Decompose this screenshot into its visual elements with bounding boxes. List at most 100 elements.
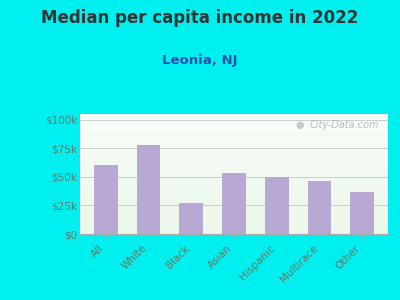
Text: Leonia, NJ: Leonia, NJ: [162, 54, 238, 67]
Bar: [80, 232, 388, 233]
Bar: [80, 144, 388, 145]
Bar: [80, 215, 388, 216]
Bar: [80, 221, 388, 222]
Bar: [80, 200, 388, 202]
Bar: [80, 220, 388, 221]
Bar: [80, 145, 388, 146]
Bar: [80, 174, 388, 175]
Bar: [222, 173, 246, 234]
Bar: [80, 150, 388, 151]
Bar: [80, 164, 388, 166]
Bar: [80, 138, 388, 139]
Bar: [80, 188, 388, 190]
Bar: [80, 169, 388, 170]
Bar: [80, 184, 388, 185]
Bar: [80, 127, 388, 128]
Bar: [80, 131, 388, 132]
Bar: [80, 197, 388, 198]
Bar: [80, 193, 388, 194]
Bar: [80, 121, 388, 122]
Bar: [80, 217, 388, 218]
Bar: [80, 170, 388, 172]
Bar: [80, 194, 388, 196]
Bar: [80, 120, 388, 121]
Bar: [80, 167, 388, 168]
Bar: [80, 139, 388, 140]
Bar: [80, 212, 388, 214]
Bar: [80, 226, 388, 227]
Bar: [80, 151, 388, 152]
Bar: [80, 154, 388, 155]
Bar: [80, 118, 388, 119]
Bar: [80, 205, 388, 206]
Bar: [80, 119, 388, 120]
Bar: [80, 218, 388, 220]
Bar: [80, 227, 388, 228]
Bar: [80, 157, 388, 158]
Bar: [80, 204, 388, 205]
Bar: [80, 130, 388, 131]
Bar: [180, 203, 203, 234]
Bar: [80, 166, 388, 167]
Bar: [80, 179, 388, 180]
Bar: [80, 133, 388, 134]
Bar: [80, 161, 388, 162]
Bar: [80, 114, 388, 115]
Bar: [80, 152, 388, 154]
Bar: [80, 168, 388, 169]
Bar: [80, 160, 388, 161]
Bar: [80, 208, 388, 209]
Bar: [80, 176, 388, 178]
Bar: [80, 206, 388, 208]
Bar: [80, 136, 388, 137]
Bar: [80, 162, 388, 163]
Bar: [80, 209, 388, 210]
Bar: [80, 180, 388, 181]
Bar: [80, 143, 388, 144]
Bar: [80, 223, 388, 224]
Bar: [80, 175, 388, 176]
Bar: [80, 125, 388, 126]
Bar: [80, 211, 388, 212]
Bar: [80, 156, 388, 157]
Bar: [80, 210, 388, 211]
Bar: [80, 148, 388, 149]
Bar: [80, 228, 388, 229]
Bar: [80, 182, 388, 184]
Bar: [80, 146, 388, 148]
Bar: [80, 190, 388, 191]
Bar: [80, 163, 388, 164]
Bar: [350, 192, 374, 234]
Bar: [80, 181, 388, 182]
Bar: [308, 182, 331, 234]
Bar: [80, 142, 388, 143]
Bar: [80, 186, 388, 187]
Bar: [80, 199, 388, 200]
Bar: [80, 229, 388, 230]
Bar: [80, 187, 388, 188]
Bar: [137, 145, 160, 234]
Text: Median per capita income in 2022: Median per capita income in 2022: [41, 9, 359, 27]
Bar: [80, 126, 388, 127]
Bar: [80, 140, 388, 142]
Bar: [80, 214, 388, 215]
Bar: [80, 134, 388, 136]
Text: ●: ●: [296, 120, 304, 130]
Bar: [80, 173, 388, 174]
Bar: [80, 222, 388, 223]
Bar: [80, 192, 388, 193]
Bar: [80, 191, 388, 192]
Bar: [80, 115, 388, 116]
Bar: [80, 128, 388, 130]
Bar: [80, 202, 388, 203]
Bar: [80, 172, 388, 173]
Bar: [80, 122, 388, 124]
Bar: [80, 224, 388, 226]
Bar: [80, 178, 388, 179]
Bar: [80, 185, 388, 186]
Bar: [80, 196, 388, 197]
Bar: [80, 198, 388, 199]
Bar: [80, 116, 388, 118]
Bar: [80, 158, 388, 160]
Bar: [80, 149, 388, 150]
